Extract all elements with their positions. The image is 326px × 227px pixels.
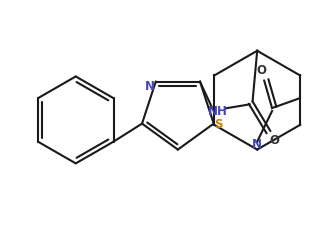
Text: N: N bbox=[145, 80, 155, 93]
Text: O: O bbox=[269, 134, 279, 147]
Text: S: S bbox=[215, 118, 223, 131]
Text: O: O bbox=[256, 64, 266, 77]
Text: N: N bbox=[252, 138, 262, 151]
Text: NH: NH bbox=[208, 105, 228, 118]
